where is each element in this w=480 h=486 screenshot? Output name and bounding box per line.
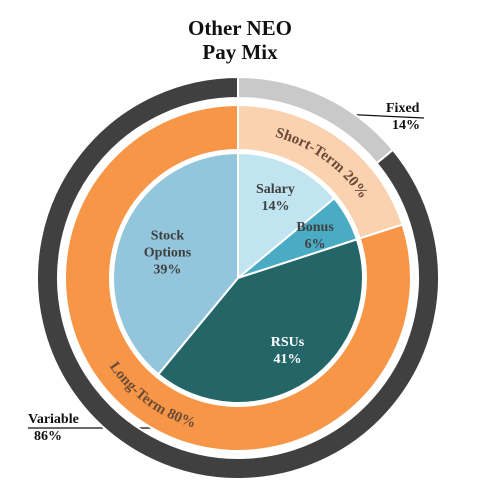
value-label: 14%: [261, 199, 290, 215]
outer-label: Fixed 14%: [386, 100, 420, 134]
slice-label: Stock Options 39%: [127, 227, 207, 278]
pie-slice: [36, 75, 440, 480]
value-label: 41%: [273, 351, 302, 367]
slice-label: RSUs 41%: [247, 334, 327, 368]
category-label: Variable: [28, 412, 79, 427]
value-label: 39%: [153, 262, 182, 278]
value-label: 14%: [392, 118, 420, 133]
category-label: Salary: [256, 182, 295, 198]
chart-title: Other NEO Pay Mix: [187, 16, 293, 64]
value-label: 6%: [304, 236, 326, 252]
pie-slice: [64, 103, 412, 452]
slice-label: Salary 14%: [235, 181, 315, 215]
category-label: Fixed: [386, 101, 420, 116]
category-label: RSUs: [270, 334, 305, 350]
pie-slice: [112, 151, 239, 376]
slice-label: Bonus 6%: [275, 219, 355, 253]
category-label: Stock Options: [143, 228, 192, 261]
pie-slice: [156, 238, 364, 404]
outer-label: Variable 86%: [28, 411, 79, 445]
category-label: Bonus: [296, 219, 334, 235]
value-label: 86%: [34, 429, 62, 444]
pie-slice: [237, 151, 336, 281]
